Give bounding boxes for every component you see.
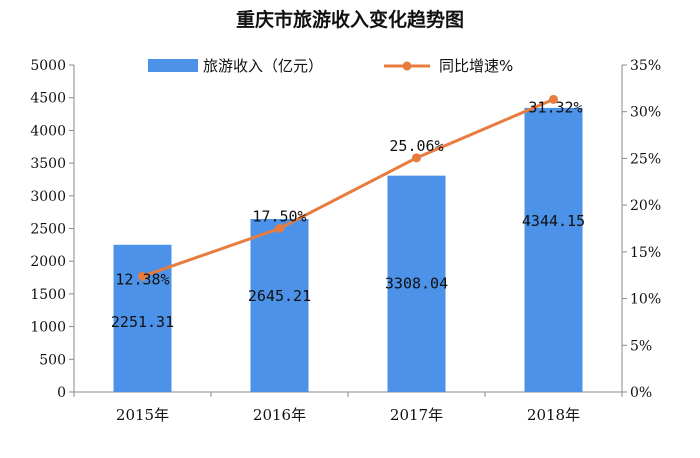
growth-point bbox=[412, 153, 421, 163]
y-left-tick-label: 2000 bbox=[30, 254, 66, 270]
legend-bar-label: 旅游收入（亿元） bbox=[203, 57, 323, 75]
y-right-tick-label: 15% bbox=[630, 245, 661, 261]
y-right-tick-label: 5% bbox=[630, 338, 652, 354]
growth-label: 25.06% bbox=[389, 137, 443, 155]
growth-label: 31.32% bbox=[528, 98, 582, 116]
bars bbox=[113, 107, 583, 393]
revenue-bar bbox=[250, 219, 309, 392]
revenue-label: 2645.21 bbox=[248, 287, 311, 305]
revenue-label: 3308.04 bbox=[385, 275, 448, 293]
y-left-tick-label: 3500 bbox=[30, 156, 66, 172]
y-left-tick-label: 4500 bbox=[30, 91, 66, 107]
x-tick-label: 2017年 bbox=[390, 406, 443, 424]
x-tick-label: 2016年 bbox=[253, 406, 306, 424]
y-left-tick-label: 2500 bbox=[30, 222, 66, 238]
y-right-tick-label: 35% bbox=[630, 58, 661, 74]
y-right-tick-label: 0% bbox=[630, 385, 652, 401]
revenue-label: 4344.15 bbox=[522, 212, 585, 230]
growth-point bbox=[275, 224, 284, 233]
legend-line-label: 同比增速% bbox=[439, 57, 513, 75]
axes: 0 500 1000 1500 2000 2500 3000 3500 4000 4500 5000… bbox=[30, 58, 661, 424]
y-left-tick-label: 1500 bbox=[30, 287, 66, 303]
revenue-bar bbox=[524, 107, 583, 393]
x-tick-label: 2018年 bbox=[527, 406, 580, 424]
x-tick-label: 2015年 bbox=[116, 406, 169, 424]
y-right-tick-label: 25% bbox=[630, 151, 661, 167]
legend-line-marker bbox=[402, 61, 412, 71]
chart-title: 重庆市旅游收入变化趋势图 bbox=[236, 8, 464, 31]
growth-label: 17.50% bbox=[252, 208, 306, 226]
y-right-tick-label: 30% bbox=[630, 105, 661, 121]
growth-line-path bbox=[142, 98, 555, 278]
y-left-tick-label: 4000 bbox=[30, 123, 66, 139]
y-left-tick-label: 5000 bbox=[30, 58, 66, 74]
revenue-label: 2251.31 bbox=[111, 313, 174, 331]
legend-bar-swatch bbox=[148, 59, 198, 72]
revenue-bar bbox=[387, 175, 446, 392]
y-right-tick-label: 10% bbox=[630, 292, 661, 308]
growth-line bbox=[138, 94, 558, 281]
data-labels: 2251.31 2645.21 3308.04 4344.15 12.38% 17.50%… bbox=[111, 98, 585, 330]
growth-label: 12.38% bbox=[115, 270, 169, 288]
y-left-tick-label: 3000 bbox=[30, 189, 66, 205]
growth-point bbox=[549, 94, 558, 104]
growth-point bbox=[138, 271, 147, 281]
y-left-tick-label: 0 bbox=[57, 385, 66, 401]
y-right-tick-label: 20% bbox=[630, 198, 661, 214]
y-left-tick-label: 1000 bbox=[30, 320, 66, 336]
y-left-tick-label: 500 bbox=[39, 352, 66, 368]
legend: 旅游收入（亿元） 同比增速% bbox=[148, 57, 513, 75]
